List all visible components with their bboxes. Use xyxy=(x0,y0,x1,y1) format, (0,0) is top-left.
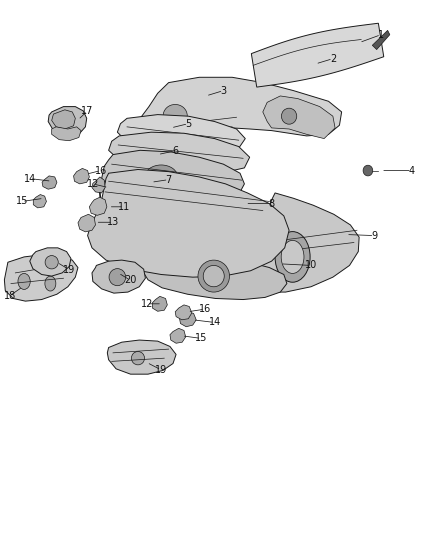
Polygon shape xyxy=(33,195,46,208)
Text: 1: 1 xyxy=(378,30,384,39)
Polygon shape xyxy=(102,150,244,201)
Polygon shape xyxy=(78,214,95,232)
Polygon shape xyxy=(52,127,81,141)
Text: 15: 15 xyxy=(195,334,208,343)
Polygon shape xyxy=(175,305,192,320)
Ellipse shape xyxy=(145,165,178,189)
Text: 19: 19 xyxy=(63,265,75,274)
Ellipse shape xyxy=(18,273,30,289)
Text: 16: 16 xyxy=(199,304,211,314)
Text: 16: 16 xyxy=(95,166,107,175)
Ellipse shape xyxy=(198,260,230,292)
Text: 5: 5 xyxy=(185,119,191,128)
Text: 12: 12 xyxy=(141,299,153,309)
Text: 14: 14 xyxy=(208,318,221,327)
Ellipse shape xyxy=(131,352,145,365)
Polygon shape xyxy=(117,115,245,152)
Polygon shape xyxy=(372,30,390,50)
Text: 4: 4 xyxy=(409,166,415,175)
Polygon shape xyxy=(170,328,186,343)
Text: 11: 11 xyxy=(118,202,130,212)
Polygon shape xyxy=(107,340,176,374)
Text: 6: 6 xyxy=(172,146,178,156)
Text: 15: 15 xyxy=(16,197,28,206)
Polygon shape xyxy=(30,248,71,276)
Polygon shape xyxy=(251,23,384,87)
Ellipse shape xyxy=(45,276,56,291)
Polygon shape xyxy=(231,193,359,292)
Polygon shape xyxy=(109,132,250,172)
Ellipse shape xyxy=(281,240,304,273)
Ellipse shape xyxy=(109,269,126,286)
Polygon shape xyxy=(88,169,289,277)
Text: 8: 8 xyxy=(268,199,275,208)
Text: 3: 3 xyxy=(220,86,226,95)
Text: 20: 20 xyxy=(124,276,137,285)
Polygon shape xyxy=(180,312,196,327)
Polygon shape xyxy=(74,168,89,184)
Ellipse shape xyxy=(45,255,58,269)
Text: 18: 18 xyxy=(4,291,16,301)
Text: 12: 12 xyxy=(87,179,99,189)
Polygon shape xyxy=(263,96,335,139)
Polygon shape xyxy=(42,176,57,189)
Text: 2: 2 xyxy=(330,54,336,63)
Polygon shape xyxy=(52,110,75,129)
Ellipse shape xyxy=(203,265,224,287)
Text: 19: 19 xyxy=(155,365,167,375)
Text: 13: 13 xyxy=(107,217,119,227)
Text: 7: 7 xyxy=(166,175,172,184)
Polygon shape xyxy=(48,107,87,136)
Polygon shape xyxy=(4,255,78,301)
Polygon shape xyxy=(92,177,105,193)
Polygon shape xyxy=(89,197,107,215)
Polygon shape xyxy=(152,296,167,311)
Ellipse shape xyxy=(281,108,297,124)
Ellipse shape xyxy=(363,165,373,176)
Text: 17: 17 xyxy=(81,106,94,116)
Text: 9: 9 xyxy=(371,231,378,240)
Polygon shape xyxy=(142,252,287,300)
Ellipse shape xyxy=(275,231,310,282)
Ellipse shape xyxy=(163,104,187,127)
Text: 14: 14 xyxy=(24,174,36,183)
Text: 10: 10 xyxy=(305,261,317,270)
Polygon shape xyxy=(136,77,342,141)
Polygon shape xyxy=(92,260,145,293)
